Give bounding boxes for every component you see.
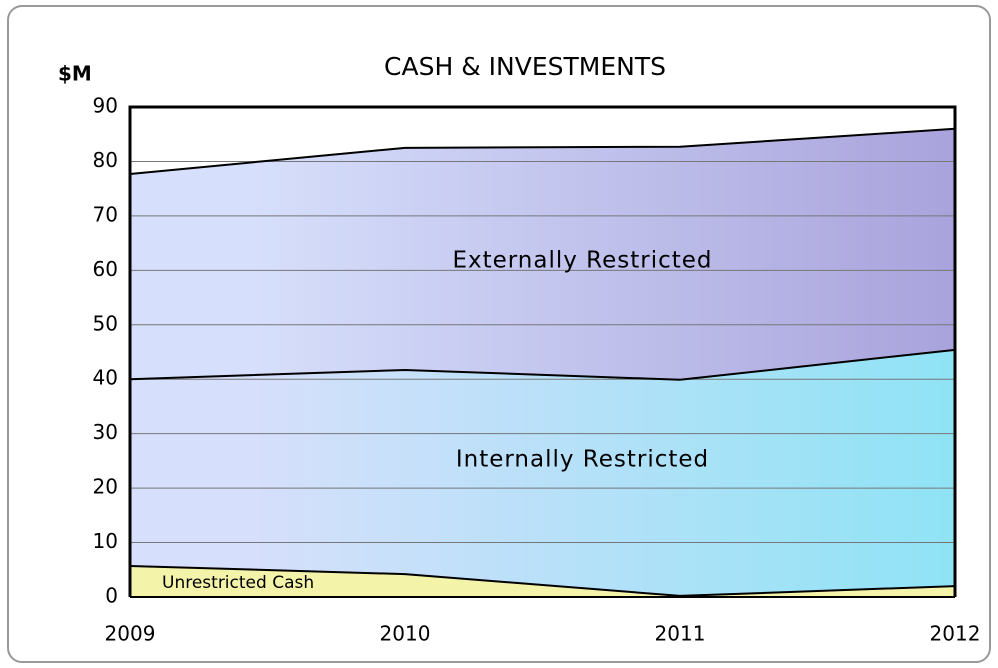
y-tick-label: 10 [93, 529, 118, 553]
y-tick-label: 60 [93, 257, 118, 281]
plot-border [128, 105, 957, 597]
y-axis-label: $M [58, 62, 92, 86]
x-tick-label: 2010 [380, 622, 431, 646]
area-edge [129, 348, 956, 381]
x-tick-label: 2012 [930, 622, 981, 646]
area-edge [129, 127, 956, 175]
area-label: Externally Restricted [452, 248, 712, 274]
area-label: Unrestricted Cash [162, 573, 314, 593]
y-tick-label: 40 [93, 366, 118, 390]
x-tick-label: 2011 [655, 622, 706, 646]
area-label: Internally Restricted [456, 446, 709, 472]
y-tick-label: 30 [93, 420, 118, 444]
chart-title: CASH & INVESTMENTS [384, 52, 666, 81]
area [130, 128, 955, 380]
y-tick-label: 20 [93, 475, 118, 499]
area [130, 565, 955, 597]
y-tick-label: 50 [93, 311, 118, 335]
area [130, 349, 955, 596]
y-tick-label: 0 [105, 584, 118, 608]
area-edge [129, 564, 956, 597]
y-tick-label: 80 [93, 148, 118, 172]
x-tick-label: 2009 [105, 622, 156, 646]
y-tick-label: 70 [93, 202, 118, 226]
y-tick-label: 90 [93, 94, 118, 118]
